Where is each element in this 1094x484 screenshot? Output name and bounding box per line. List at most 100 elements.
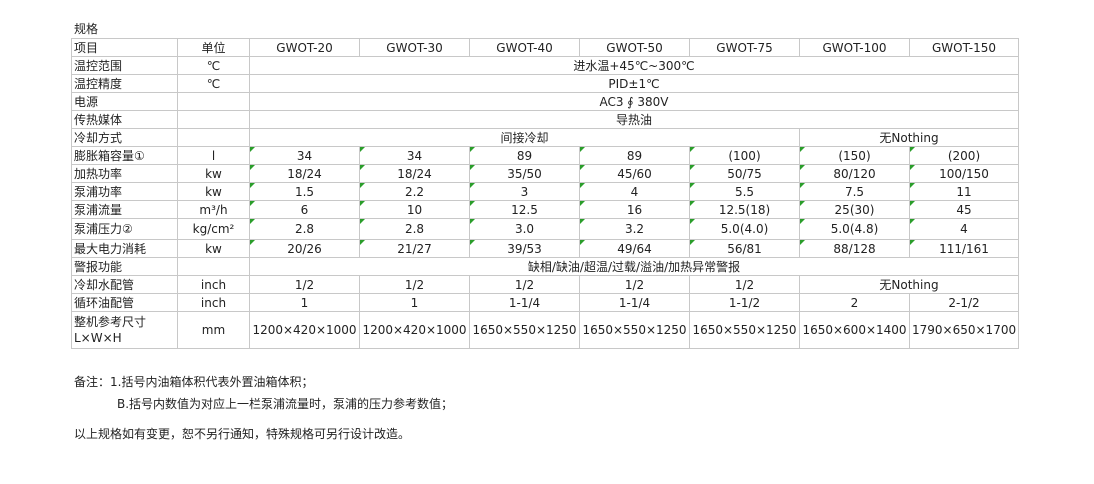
cell: 2.8 (359, 218, 470, 240)
cell: 整机参考尺寸 L×W×H (71, 311, 178, 349)
cell: ℃ (177, 74, 250, 93)
cell: 1/2 (579, 275, 690, 294)
cell: kw (177, 164, 250, 183)
cell: 35/50 (469, 164, 580, 183)
cell: 加热功率 (71, 164, 178, 183)
cell: 5.0(4.0) (689, 218, 800, 240)
cell: 5.0(4.8) (799, 218, 910, 240)
cell: 49/64 (579, 239, 690, 258)
cell: mm (177, 311, 250, 349)
cell: 温控范围 (71, 56, 178, 75)
cell: l (177, 146, 250, 165)
cell: GWOT-30 (359, 38, 470, 57)
cell: kw (177, 182, 250, 201)
cell: 1 (359, 293, 470, 312)
cell: 50/75 (689, 164, 800, 183)
row: 最大电力消耗 kw 20/26 21/27 39/53 49/64 56/81 88/128 1… (71, 239, 1019, 258)
cell: 导热油 (249, 110, 1019, 129)
footer: 以上规格如有变更，恕不另行通知，特殊规格可另行设计改造。 (74, 427, 411, 441)
note: B.括号内数值为对应上一栏泵浦流量时，泵浦的压力参考数值； (117, 397, 454, 411)
cell: GWOT-100 (799, 38, 910, 57)
cell: 6 (249, 200, 360, 219)
cell: 39/53 (469, 239, 580, 258)
cell: GWOT-50 (579, 38, 690, 57)
row: 整机参考尺寸 L×W×H mm 1200×420×1000 1200×420×1000… (71, 311, 1019, 349)
row: 循环油配管 inch 1 1 1-1/4 1-1/4 1-1/2 2 2-1/2 (71, 293, 1019, 312)
cell: 1650×550×1250 (469, 311, 580, 349)
row: 冷却方式 间接冷却 无Nothing (71, 128, 1019, 147)
cell: 1 (249, 293, 360, 312)
cell: 单位 (177, 38, 250, 57)
cell: 循环油配管 (71, 293, 178, 312)
cell: 间接冷却 (249, 128, 800, 147)
cell: 1-1/2 (689, 293, 800, 312)
cell: inch (177, 275, 250, 294)
row: 泵浦压力② kg/cm² 2.8 2.8 3.0 3.2 5.0(4.0) 5.0(4.8) 4 (71, 218, 1019, 240)
cell: 最大电力消耗 (71, 239, 178, 258)
cell: 温控精度 (71, 74, 178, 93)
cell: 1/2 (469, 275, 580, 294)
title: 规格 (74, 22, 99, 36)
cell (177, 110, 250, 129)
cell: 1/2 (359, 275, 470, 294)
cell: 25(30) (799, 200, 910, 219)
cell: 20/26 (249, 239, 360, 258)
cell: 传热媒体 (71, 110, 178, 129)
cell: 无Nothing (799, 275, 1019, 294)
cell: 1650×550×1250 (689, 311, 800, 349)
cell: 2-1/2 (909, 293, 1019, 312)
cell (177, 92, 250, 111)
cell: 2 (799, 293, 910, 312)
header-row: 项目 单位 GWOT-20 GWOT-30 GWOT-40 GWOT-50 GWOT-75 G… (71, 38, 1019, 57)
cell: 18/24 (359, 164, 470, 183)
cell: 泵浦流量 (71, 200, 178, 219)
cell: 10 (359, 200, 470, 219)
cell: 冷却方式 (71, 128, 178, 147)
cell: GWOT-75 (689, 38, 800, 57)
row: 冷却水配管 inch 1/2 1/2 1/2 1/2 1/2 无Nothing (71, 275, 1019, 294)
cell: 4 (909, 218, 1019, 240)
cell: 56/81 (689, 239, 800, 258)
cell: 34 (359, 146, 470, 165)
cell: 111/161 (909, 239, 1019, 258)
cell: 4 (579, 182, 690, 201)
cell: 1650×550×1250 (579, 311, 690, 349)
cell: 泵浦压力② (71, 218, 178, 240)
cell: 12.5(18) (689, 200, 800, 219)
cell: GWOT-20 (249, 38, 360, 57)
cell: GWOT-150 (909, 38, 1019, 57)
cell: 88/128 (799, 239, 910, 258)
cell: 1790×650×1700 (909, 311, 1019, 349)
cell: 2.8 (249, 218, 360, 240)
cell: 80/120 (799, 164, 910, 183)
cell: ℃ (177, 56, 250, 75)
cell: kg/cm² (177, 218, 250, 240)
cell: kw (177, 239, 250, 258)
cell: 缺相/缺油/超温/过载/溢油/加热异常警报 (249, 257, 1019, 276)
cell: (100) (689, 146, 800, 165)
cell: PID±1℃ (249, 74, 1019, 93)
cell: (200) (909, 146, 1019, 165)
cell: m³/h (177, 200, 250, 219)
cell: 3 (469, 182, 580, 201)
cell: 45/60 (579, 164, 690, 183)
cell: 无Nothing (799, 128, 1019, 147)
row: 泵浦流量 m³/h 6 10 12.5 16 12.5(18) 25(30) 45 (71, 200, 1019, 219)
row: 电源 AC3 ∮ 380V (71, 92, 1019, 111)
cell: (150) (799, 146, 910, 165)
cell: 16 (579, 200, 690, 219)
cell: 3.0 (469, 218, 580, 240)
cell: 1650×600×1400 (799, 311, 910, 349)
cell: 1200×420×1000 (359, 311, 470, 349)
cell: 项目 (71, 38, 178, 57)
row: 传热媒体 导热油 (71, 110, 1019, 129)
cell: 泵浦功率 (71, 182, 178, 201)
cell: 1/2 (689, 275, 800, 294)
cell (177, 128, 250, 147)
cell: 2.2 (359, 182, 470, 201)
cell: 3.2 (579, 218, 690, 240)
cell: 1-1/4 (579, 293, 690, 312)
cell: 电源 (71, 92, 178, 111)
cell: 1200×420×1000 (249, 311, 360, 349)
